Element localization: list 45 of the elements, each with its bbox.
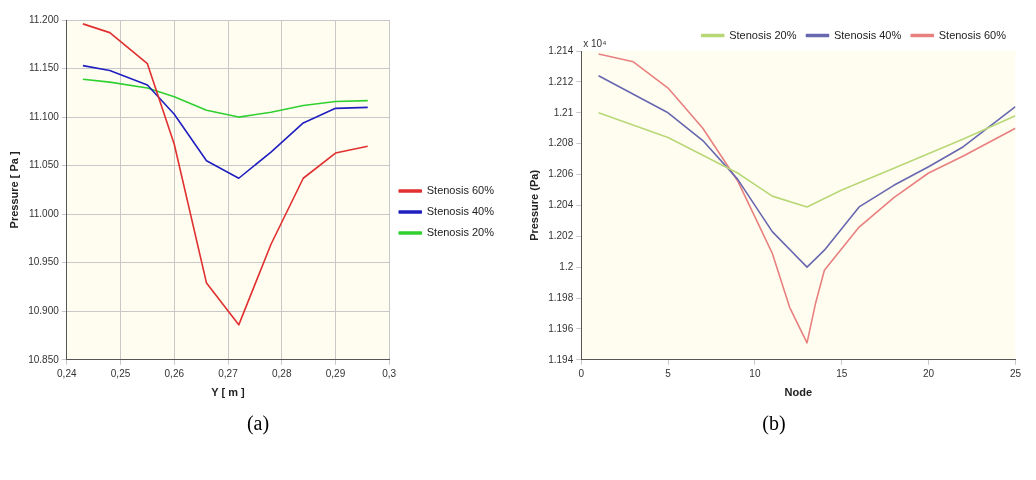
y-tick-label: 1.198: [548, 291, 574, 303]
y-tick-label: 11.150: [28, 62, 60, 74]
x-tick-label: 0,3: [382, 367, 397, 379]
y-tick-label: 1.202: [548, 230, 574, 242]
y-tick-label: 1.214: [548, 44, 574, 56]
legend-label: Stenosis 60%: [938, 28, 1007, 41]
y-tick-label: 1.206: [548, 168, 574, 180]
x-tick-label: 15: [836, 367, 848, 379]
y-axis-title: Pressure [ Pa ]: [7, 151, 20, 229]
x-tick-label: 0: [578, 367, 585, 379]
y-tick-label: 11.050: [28, 159, 60, 171]
x-tick-label: 10: [749, 367, 761, 379]
text: (a): [246, 412, 270, 435]
text: x 10⁴: [583, 37, 607, 49]
y-tick-label: 1.196: [548, 322, 574, 334]
x-axis-title: Y [ m ]: [211, 386, 246, 399]
x-tick-label: 0,25: [110, 367, 131, 379]
y-tick-label: 1.208: [548, 137, 574, 149]
x-tick-label: 0,24: [57, 367, 77, 379]
y-tick-label: 11.200: [28, 13, 60, 25]
y-tick-label: 11.000: [28, 207, 60, 219]
x-tick-label: 0,28: [272, 367, 292, 379]
y-tick-label: 1.21: [553, 106, 574, 118]
x-tick-label: 0,26: [164, 367, 185, 379]
y-tick-label: 1.212: [548, 75, 574, 87]
legend-label: Stenosis 40%: [426, 205, 495, 218]
x-tick-label: 0,27: [218, 367, 239, 379]
legend-label: Stenosis 20%: [426, 226, 495, 239]
y-axis-title: Pressure (Pa): [527, 169, 540, 241]
x-tick-label: 0,29: [325, 367, 346, 379]
y-tick-label: 1.204: [548, 199, 574, 211]
x-tick-label: 25: [1009, 367, 1022, 379]
y-tick-label: 10.950: [28, 256, 60, 268]
x-tick-label: 5: [665, 367, 672, 379]
text: (b): [762, 412, 786, 435]
x-axis-title: Node: [784, 386, 813, 399]
y-tick-label: 1.2: [559, 260, 574, 272]
x-tick-label: 20: [923, 367, 935, 379]
legend-label: Stenosis 20%: [729, 28, 797, 41]
y-tick-label: 10.850: [28, 353, 60, 365]
legend-label: Stenosis 60%: [426, 184, 495, 197]
legend-label: Stenosis 40%: [833, 28, 902, 41]
y-tick-label: 1.194: [548, 353, 574, 365]
y-tick-label: 11.100: [28, 110, 60, 122]
y-tick-label: 10.900: [28, 305, 60, 317]
